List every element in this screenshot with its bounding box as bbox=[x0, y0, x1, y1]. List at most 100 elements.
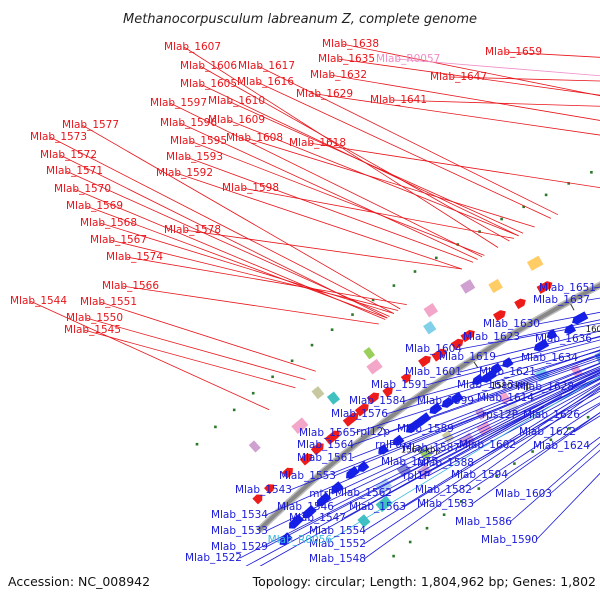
forward-gene-label: Mlab_1659 bbox=[485, 46, 542, 58]
forward-gene-label: Mlab_1578 bbox=[164, 224, 221, 236]
label-line-layer bbox=[29, 43, 600, 592]
forward-gene-label: Mlab_1617 bbox=[238, 60, 295, 72]
reverse-gene-label: Mlab_1587 bbox=[403, 442, 460, 454]
label-leader-line bbox=[215, 406, 544, 592]
label-leader-line bbox=[387, 356, 600, 433]
forward-gene-label: Mlab_1597 bbox=[150, 97, 207, 109]
label-leader-line bbox=[363, 383, 600, 532]
forward-gene-arrow bbox=[354, 403, 369, 417]
label-leader-line bbox=[265, 372, 600, 548]
reverse-gene-label: Mlab_1563 bbox=[349, 501, 406, 513]
reverse-gene-label: Mlab_1562 bbox=[335, 487, 392, 499]
reverse-gene-arrow bbox=[316, 492, 332, 507]
forward-gene-label: Mlab_1592 bbox=[156, 167, 213, 179]
forward-gene-label: Mlab_1595 bbox=[170, 135, 227, 147]
label-leader-line bbox=[81, 124, 401, 310]
forward-gene-arrow bbox=[431, 348, 447, 362]
forward-gene-label: Mlab_1632 bbox=[310, 69, 367, 81]
reverse-category-block bbox=[475, 407, 488, 421]
label-leader-line bbox=[179, 122, 478, 260]
forward-gene-label: Mlab_1608 bbox=[226, 132, 283, 144]
tick-dot bbox=[290, 359, 294, 363]
reverse-gene-arrow bbox=[450, 391, 464, 404]
map-title: Methanocorpusculum labreanum Z, complete… bbox=[123, 12, 477, 27]
label-leader-line bbox=[363, 388, 600, 560]
label-leader-line bbox=[459, 336, 600, 373]
reverse-gene-arrow bbox=[346, 466, 360, 479]
forward-category-block bbox=[326, 391, 341, 405]
forward-category-block bbox=[366, 358, 383, 375]
forward-gene-label: Mlab_1598 bbox=[222, 182, 279, 194]
forward-gene-arrow bbox=[342, 412, 359, 427]
tick-dot bbox=[568, 427, 571, 430]
reverse-gene-label: Mlab_1630 bbox=[483, 318, 540, 330]
reverse-gene-label: Mlab_1586 bbox=[455, 516, 512, 528]
forward-gene-arrow bbox=[536, 281, 553, 294]
forward-gene-label: Mlab_1609 bbox=[208, 114, 265, 126]
topology-text: Topology: circular; Length: 1,804,962 bp… bbox=[252, 574, 596, 589]
forward-gene-label: Mlab_1568 bbox=[80, 217, 137, 229]
reverse-gene-label: Mlab_1622 bbox=[519, 426, 576, 438]
reverse-gene-label: Mlab_1582 bbox=[415, 484, 472, 496]
forward-gene-arrow bbox=[252, 494, 263, 505]
forward-gene-label: Mlab_1545 bbox=[64, 324, 121, 336]
label-leader-line bbox=[427, 382, 600, 477]
forward-category-block bbox=[423, 320, 437, 335]
reverse-gene-label: mtrF bbox=[309, 488, 334, 500]
reverse-gene-label: Mlab_1651 bbox=[539, 282, 596, 294]
scale-tick bbox=[570, 303, 575, 311]
reverse-category-block bbox=[375, 495, 393, 513]
reverse-gene-label: Mlab_1576 bbox=[331, 408, 388, 420]
label-leader-line bbox=[256, 81, 552, 219]
label-leader-line bbox=[183, 46, 499, 248]
reverse-gene-arrow bbox=[572, 311, 589, 325]
tick-dot bbox=[522, 205, 525, 209]
reverse-gene-label: Mlab_1590 bbox=[481, 534, 538, 546]
forward-gene-arrow bbox=[493, 310, 506, 322]
forward-gene-arrow bbox=[281, 467, 293, 479]
reverse-gene-label: rpl1P bbox=[403, 470, 430, 482]
forward-category-block bbox=[526, 255, 544, 271]
label-leader-line bbox=[493, 330, 600, 358]
tick-dot bbox=[544, 193, 548, 197]
forward-gene-arrow bbox=[460, 329, 475, 343]
label-leader-line bbox=[85, 317, 306, 380]
scale-tick bbox=[473, 361, 479, 369]
rna-gene-label: Mlab_R0057 bbox=[376, 53, 440, 65]
label-leader-line bbox=[329, 375, 600, 541]
label-leader-line bbox=[227, 100, 524, 234]
label-leader-line bbox=[451, 366, 600, 430]
label-leader-line bbox=[265, 371, 600, 532]
reverse-gene-label: Mlab_1583 bbox=[417, 498, 474, 510]
reverse-gene-label: rps12P bbox=[482, 409, 518, 421]
label-leader-line bbox=[109, 239, 399, 311]
forward-gene-label: Mlab_1629 bbox=[296, 88, 353, 100]
label-leader-line bbox=[469, 403, 600, 491]
reverse-category-block bbox=[570, 364, 583, 378]
reverse-gene-label: Mlab_1554 bbox=[309, 525, 366, 537]
reverse-gene-arrow bbox=[357, 460, 370, 472]
reverse-gene-label: Mlab_1602 bbox=[459, 439, 516, 451]
forward-gene-label: Mlab_1571 bbox=[46, 165, 103, 177]
tick-dot bbox=[310, 343, 314, 347]
forward-category-block bbox=[460, 279, 476, 294]
reverse-category-block bbox=[503, 402, 521, 419]
forward-category-block bbox=[363, 347, 376, 360]
reverse-gene-label: Mlab_1613 bbox=[457, 379, 514, 391]
forward-gene-label: Mlab_1605 bbox=[180, 78, 237, 90]
tick-dot bbox=[477, 487, 481, 490]
forward-category-block bbox=[488, 278, 503, 294]
label-leader-line bbox=[537, 311, 600, 325]
tick-dot bbox=[478, 230, 481, 233]
reverse-gene-arrow bbox=[441, 397, 454, 408]
tick-dot bbox=[271, 375, 274, 379]
forward-gene-label: Mlab_1641 bbox=[370, 94, 427, 106]
label-leader-line bbox=[509, 442, 600, 523]
label-leader-line bbox=[517, 319, 600, 338]
label-leader-line bbox=[337, 58, 600, 96]
forward-gene-arrow bbox=[418, 355, 431, 368]
footer-background bbox=[0, 566, 600, 600]
forward-gene-label: Mlab_1567 bbox=[90, 234, 147, 246]
tick-dot bbox=[214, 425, 217, 429]
